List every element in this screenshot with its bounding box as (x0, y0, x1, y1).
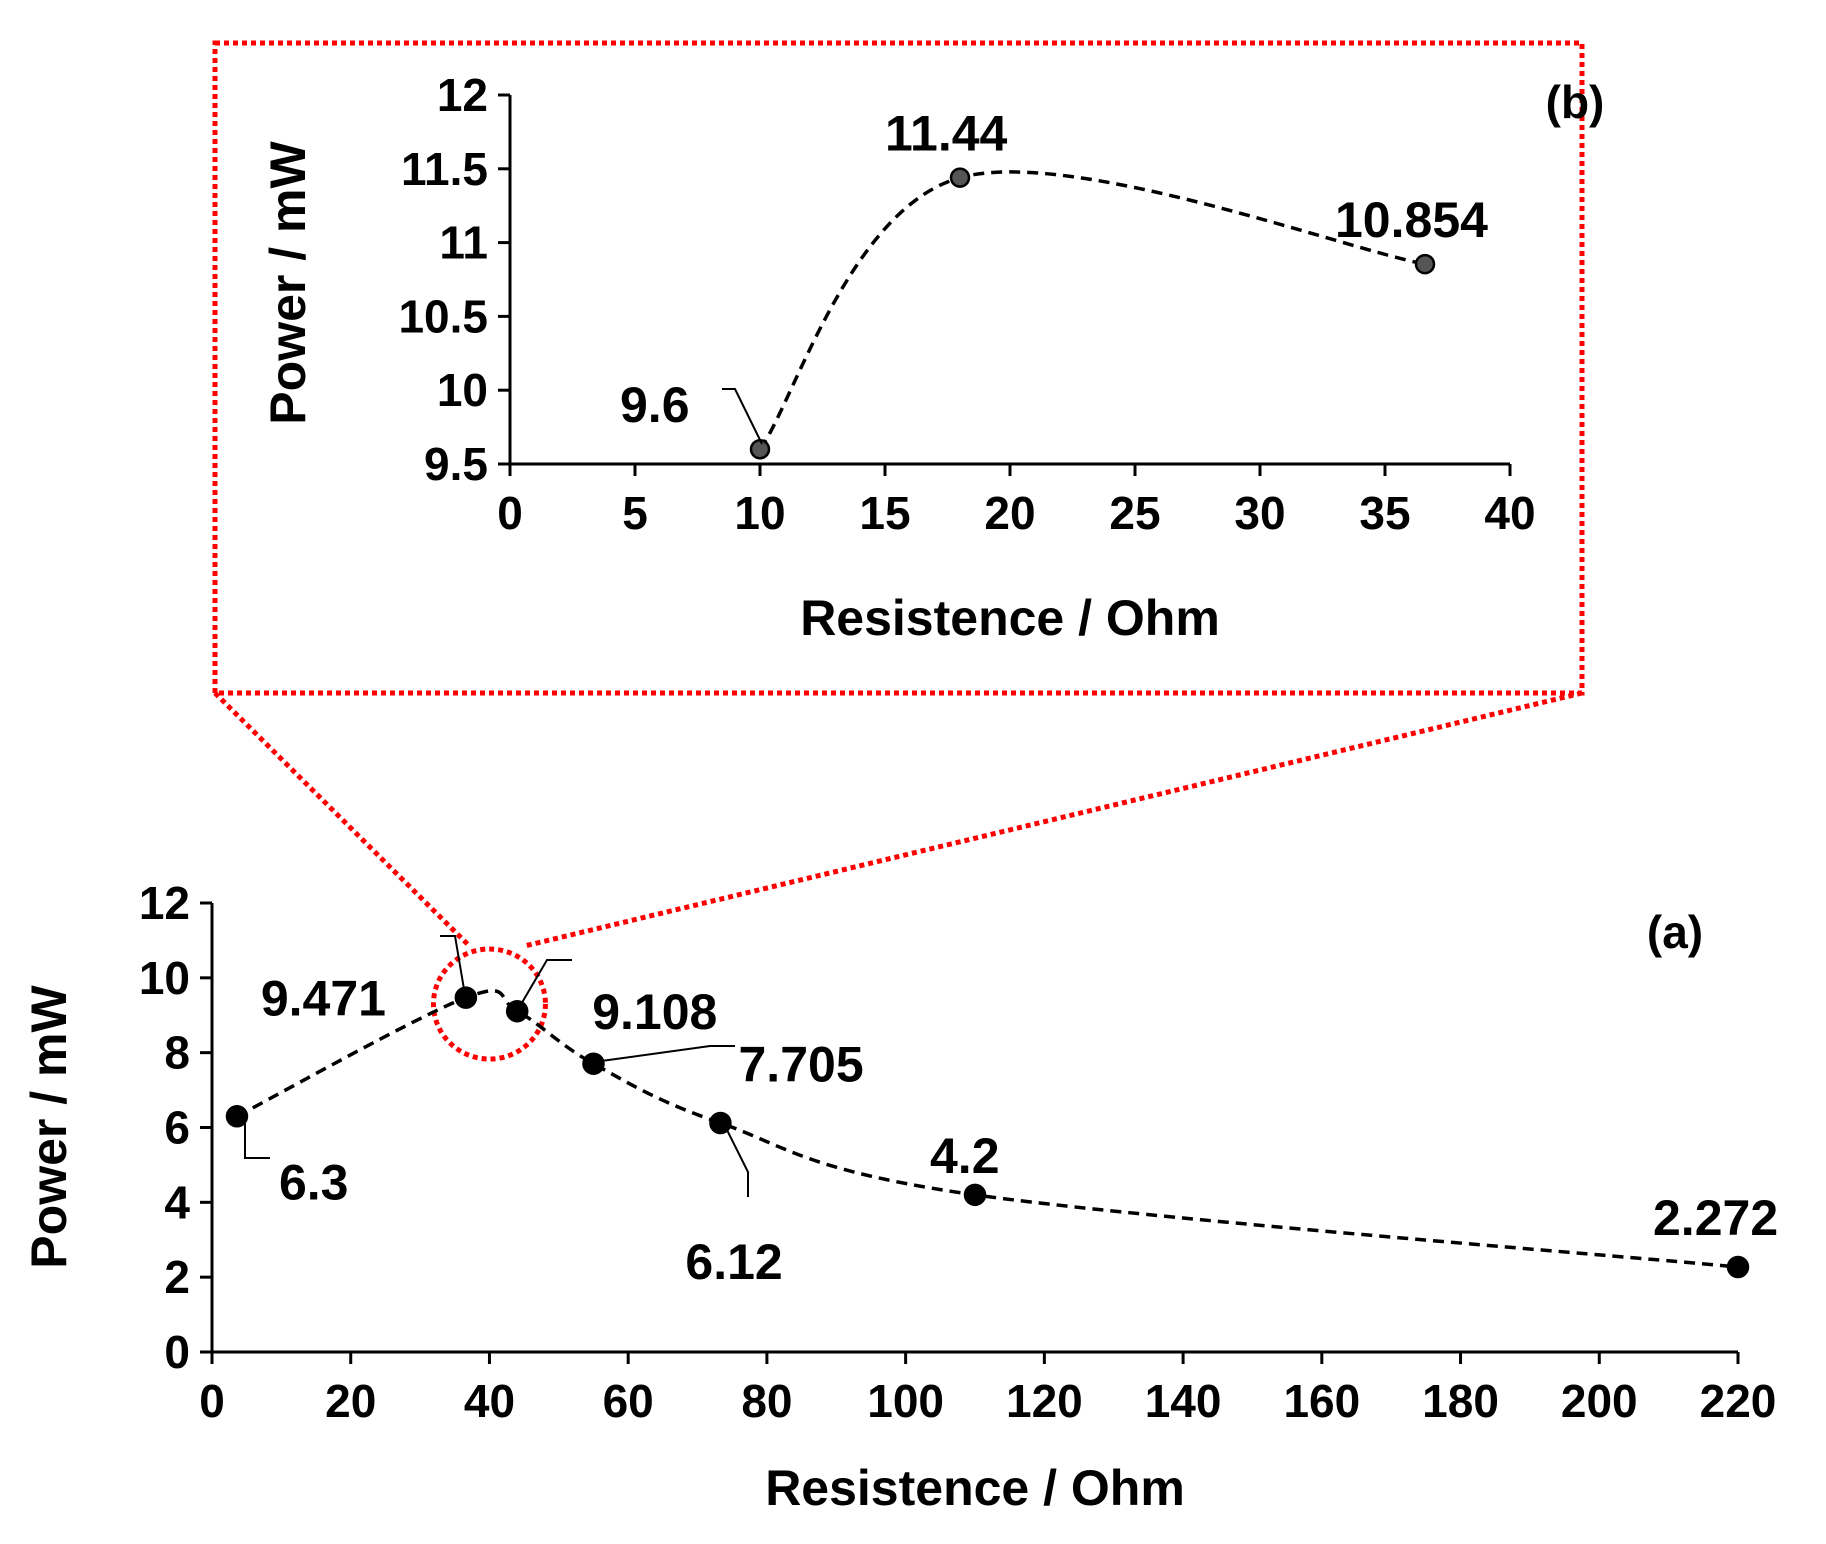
y-tick-label-b: 11.5 (401, 143, 488, 195)
x-tick-label-a: 160 (1283, 1375, 1360, 1427)
x-tick-label-b: 25 (1109, 487, 1160, 539)
x-axis-title-b: Resistence / Ohm (800, 590, 1220, 646)
panel-label-a: (a) (1647, 906, 1703, 958)
y-tick-label-a: 12 (139, 877, 190, 929)
x-tick-label-a: 60 (603, 1375, 654, 1427)
x-tick-label-a: 80 (741, 1375, 792, 1427)
data-point-b (749, 438, 771, 460)
y-tick-label-a: 0 (164, 1326, 190, 1378)
zoom-connector-right (523, 690, 1583, 949)
zoom-connector-left (213, 691, 472, 948)
data-point-a (963, 1183, 987, 1207)
data-label-b: 9.6 (620, 377, 690, 433)
y-tick-label-a: 2 (164, 1251, 190, 1303)
x-tick-label-b: 30 (1234, 487, 1285, 539)
y-axis-title-a: Power / mW (21, 985, 77, 1269)
data-label-a: 7.705 (739, 1037, 864, 1093)
x-tick-label-a: 120 (1006, 1375, 1083, 1427)
x-tick-label-b: 20 (984, 487, 1035, 539)
data-point-b (949, 167, 971, 188)
leader-line-a (593, 1045, 735, 1063)
panel-label-b: (b) (1546, 76, 1605, 128)
y-tick-label-a: 10 (139, 952, 190, 1004)
zoom-region-circle (430, 946, 548, 1062)
data-label-b: 11.44 (885, 106, 1008, 162)
x-tick-label-a: 20 (325, 1375, 376, 1427)
y-tick-label-a: 4 (164, 1176, 190, 1228)
y-axis-title-b: Power / mW (260, 141, 316, 425)
data-point-a (454, 986, 478, 1009)
data-point-a (225, 1105, 249, 1128)
series-line-b (758, 170, 1426, 451)
x-tick-label-a: 180 (1422, 1375, 1499, 1427)
leader-line-a (440, 935, 466, 996)
y-tick-label-a: 8 (164, 1027, 190, 1079)
x-tick-label-a: 40 (464, 1375, 515, 1427)
x-tick-label-b: 0 (497, 487, 523, 539)
leader-line-a (519, 959, 572, 1007)
x-tick-label-b: 35 (1359, 487, 1410, 539)
x-tick-label-a: 140 (1145, 1375, 1222, 1427)
data-label-a: 2.272 (1653, 1190, 1778, 1246)
leader-line-a (722, 1121, 749, 1197)
x-tick-label-b: 5 (622, 487, 648, 539)
y-tick-label-b: 10.5 (398, 290, 488, 342)
leader-line-a (244, 1118, 270, 1159)
y-tick-label-a: 6 (164, 1102, 190, 1154)
x-tick-label-a: 100 (867, 1375, 944, 1427)
data-label-a: 9.471 (261, 971, 386, 1027)
data-point-a (1726, 1255, 1750, 1279)
x-tick-label-b: 10 (734, 487, 785, 539)
zoom-inset-frame (212, 40, 1585, 696)
data-label-b: 10.854 (1335, 192, 1488, 248)
x-tick-label-a: 0 (199, 1375, 225, 1427)
data-label-a: 4.2 (930, 1128, 1000, 1184)
data-label-a: 9.108 (592, 984, 717, 1040)
y-tick-label-b: 9.5 (424, 438, 488, 490)
data-point-b (1414, 253, 1436, 275)
x-tick-label-a: 220 (1700, 1375, 1777, 1427)
x-tick-label-a: 200 (1561, 1375, 1638, 1427)
x-tick-label-b: 40 (1484, 487, 1535, 539)
leader-line-b (722, 388, 763, 445)
y-tick-label-b: 10 (437, 364, 488, 416)
data-label-a: 6.3 (279, 1154, 349, 1210)
data-label-a: 6.12 (685, 1234, 782, 1290)
data-point-a (505, 999, 529, 1023)
y-tick-label-b: 11 (439, 217, 488, 269)
data-point-a (582, 1052, 605, 1075)
x-axis-title-a: Resistence / Ohm (765, 1460, 1185, 1516)
y-tick-label-b: 12 (437, 69, 488, 121)
x-tick-label-b: 15 (859, 487, 910, 539)
